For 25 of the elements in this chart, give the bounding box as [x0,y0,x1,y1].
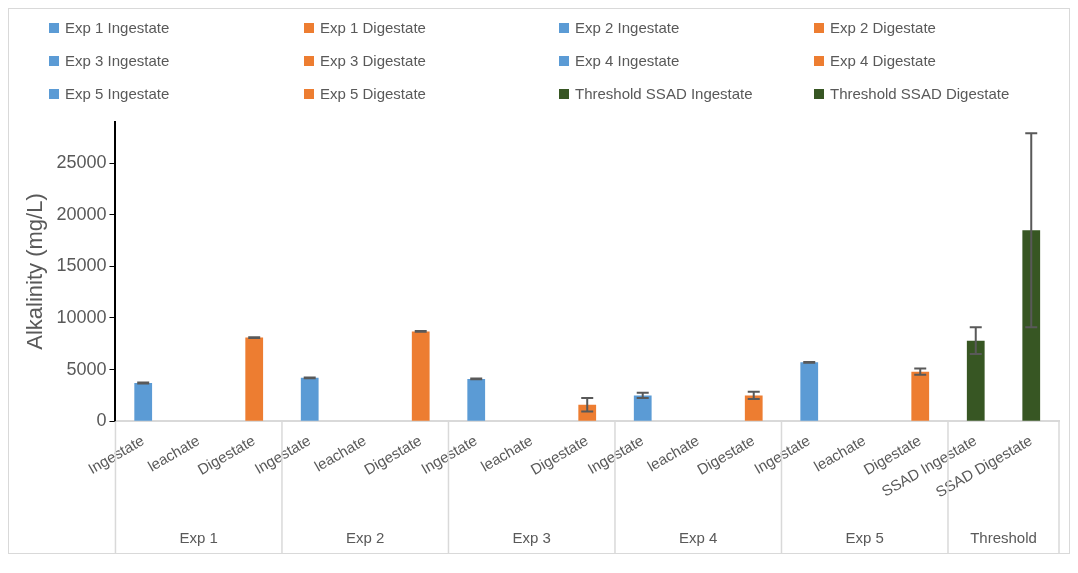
legend-label: Exp 5 Digestate [320,85,426,102]
y-tick-label: 20000 [56,203,107,224]
y-tick-label: 10000 [56,306,107,327]
legend-label: Exp 2 Digestate [830,19,936,36]
text: Exp 1 [179,529,218,547]
text: Exp 5 [845,529,884,547]
y-tick-label: 0 [96,410,107,431]
legend-label: Exp 4 Digestate [830,52,936,69]
y-axis-title: Alkalinity (mg/L) [22,193,48,350]
legend-label: Exp 3 Ingestate [65,52,170,69]
y-tick-label: 5000 [66,358,107,379]
y-tick-label: 25000 [56,152,107,173]
y-tick-label: 15000 [56,255,107,276]
text: Exp 4 [679,529,718,547]
legend-label: Exp 2 Ingestate [575,19,680,36]
legend-label: Exp 4 Ingestate [575,52,680,69]
text: Threshold [970,529,1037,547]
legend-label: Exp 1 Ingestate [65,19,170,36]
legend-label: Threshold SSAD Ingestate [575,85,753,102]
text: Exp 3 [512,529,551,547]
legend-label: Exp 3 Digestate [320,52,426,69]
text: Exp 2 [346,529,385,547]
legend-label: Exp 5 Ingestate [65,85,170,102]
legend-label: Threshold SSAD Digestate [830,85,1010,102]
legend-label: Exp 1 Digestate [320,19,426,36]
